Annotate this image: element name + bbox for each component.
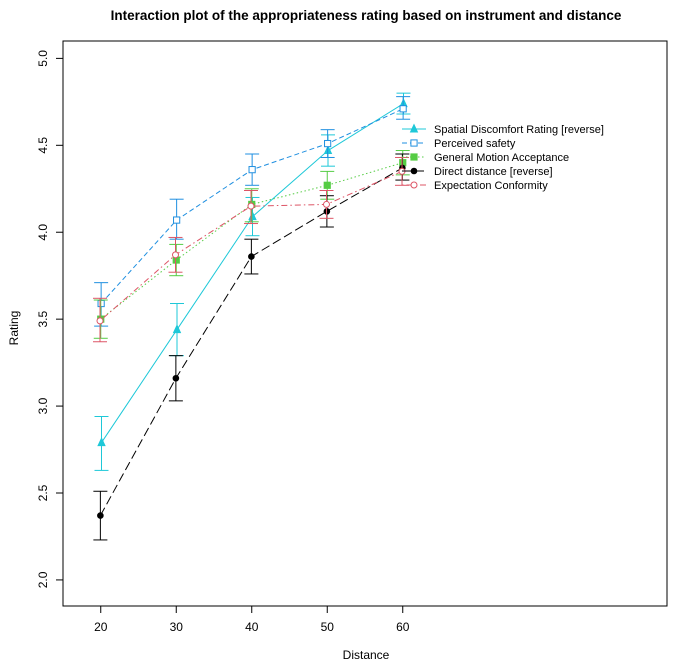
legend-marker bbox=[410, 181, 418, 189]
chart-title: Interaction plot of the appropriateness … bbox=[111, 8, 622, 23]
data-point bbox=[399, 105, 407, 113]
legend-item: Perceived safety bbox=[402, 138, 516, 150]
x-tick-label: 50 bbox=[321, 620, 335, 634]
y-tick-label: 3.5 bbox=[36, 310, 50, 327]
x-axis: 20 30 40 50 60 bbox=[94, 605, 410, 634]
x-axis-title: Distance bbox=[343, 648, 390, 662]
y-tick-label: 2.5 bbox=[36, 484, 50, 501]
y-tick-label: 3.0 bbox=[36, 397, 50, 414]
x-tick-label: 20 bbox=[94, 620, 108, 634]
legend-marker bbox=[410, 153, 418, 161]
y-axis: 2.0 2.5 3.0 3.5 4.0 4.5 5.0 bbox=[36, 50, 64, 588]
x-tick-label: 30 bbox=[170, 620, 184, 634]
data-point bbox=[172, 374, 180, 382]
legend-label: Perceived safety bbox=[434, 138, 516, 150]
y-tick-label: 4.0 bbox=[36, 224, 50, 241]
data-point bbox=[97, 437, 106, 447]
data-point bbox=[247, 202, 255, 210]
data-point bbox=[322, 200, 330, 208]
data-point bbox=[248, 166, 256, 174]
series-group bbox=[92, 156, 409, 343]
legend-label: Expectation Conformity bbox=[434, 180, 548, 192]
legend-label: Spatial Discomfort Rating [reverse] bbox=[434, 124, 604, 136]
data-point bbox=[97, 512, 104, 519]
data-point bbox=[173, 216, 181, 224]
legend-marker bbox=[410, 167, 418, 175]
legend-label: General Motion Acceptance bbox=[434, 152, 569, 164]
data-point bbox=[171, 251, 179, 259]
legend-item: Expectation Conformity bbox=[402, 180, 548, 192]
data-point bbox=[248, 253, 255, 260]
legend-item: General Motion Acceptance bbox=[402, 152, 569, 164]
legend-label: Direct distance [reverse] bbox=[434, 166, 553, 178]
data-point bbox=[323, 181, 331, 189]
legend-marker bbox=[410, 139, 418, 147]
data-point bbox=[96, 317, 104, 325]
y-axis-title: Rating bbox=[7, 311, 21, 346]
x-tick-label: 40 bbox=[245, 620, 259, 634]
y-tick-label: 5.0 bbox=[36, 50, 50, 67]
data-point bbox=[172, 324, 182, 334]
data-point bbox=[324, 139, 332, 148]
y-tick-label: 2.0 bbox=[36, 571, 50, 588]
series-layer bbox=[92, 92, 411, 541]
x-tick-label: 60 bbox=[396, 620, 410, 634]
y-tick-label: 4.5 bbox=[36, 137, 50, 154]
legend-item: Spatial Discomfort Rating [reverse] bbox=[402, 123, 604, 136]
legend-marker bbox=[409, 123, 419, 133]
legend: Spatial Discomfort Rating [reverse] Perce… bbox=[402, 123, 604, 192]
legend-item: Direct distance [reverse] bbox=[402, 166, 553, 178]
